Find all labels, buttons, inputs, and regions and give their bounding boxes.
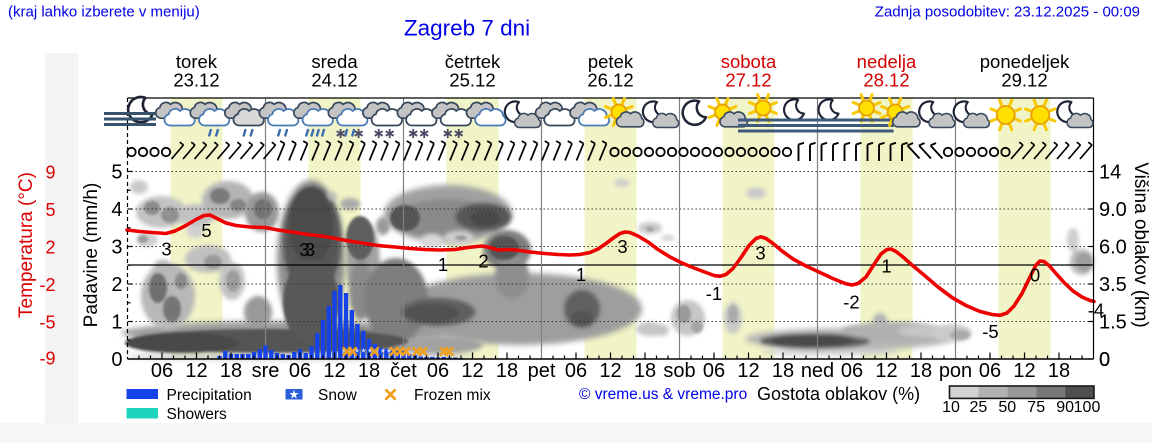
svg-text:25: 25 xyxy=(970,399,988,416)
svg-text:90: 90 xyxy=(1056,399,1074,416)
svg-text:*: * xyxy=(368,347,373,359)
svg-text:29.12: 29.12 xyxy=(1001,70,1047,91)
svg-text:-5: -5 xyxy=(982,321,998,342)
svg-text:23.12: 23.12 xyxy=(173,70,219,91)
svg-text:2: 2 xyxy=(45,238,55,258)
svg-text:© vreme.us & vreme.pro: © vreme.us & vreme.pro xyxy=(579,386,747,403)
svg-text:5: 5 xyxy=(45,200,55,220)
svg-text:četrtek: četrtek xyxy=(445,51,501,72)
svg-text:-5: -5 xyxy=(39,313,55,333)
svg-text:1: 1 xyxy=(111,312,122,334)
svg-text:06: 06 xyxy=(979,360,1001,382)
svg-text:1.5: 1.5 xyxy=(1099,312,1127,334)
svg-text:14: 14 xyxy=(1099,162,1121,184)
svg-text:3: 3 xyxy=(305,239,315,260)
svg-text:06: 06 xyxy=(841,360,863,382)
svg-text:3: 3 xyxy=(161,239,171,260)
svg-text:(kraj lahko izberete v meniju): (kraj lahko izberete v meniju) xyxy=(8,4,200,21)
svg-text:pet: pet xyxy=(528,360,556,382)
svg-text:sreda: sreda xyxy=(311,51,358,72)
svg-text:3: 3 xyxy=(755,243,765,264)
svg-text:06: 06 xyxy=(289,360,311,382)
svg-text:Padavine (mm/h): Padavine (mm/h) xyxy=(81,183,102,328)
svg-text:0: 0 xyxy=(1030,265,1040,286)
svg-text:*: * xyxy=(381,347,386,359)
svg-text:*: * xyxy=(355,347,360,359)
svg-text:27.12: 27.12 xyxy=(725,70,771,91)
svg-text:24.12: 24.12 xyxy=(311,70,357,91)
svg-text:sobota: sobota xyxy=(721,51,777,72)
svg-text:06: 06 xyxy=(703,360,725,382)
svg-text:0: 0 xyxy=(1099,349,1110,371)
svg-text:-1: -1 xyxy=(706,283,722,304)
svg-text:Frozen mix: Frozen mix xyxy=(414,387,491,404)
svg-text:06: 06 xyxy=(565,360,587,382)
svg-text:75: 75 xyxy=(1027,399,1045,416)
svg-text:-2: -2 xyxy=(39,275,55,295)
svg-text:100: 100 xyxy=(1074,399,1101,416)
svg-text:*: * xyxy=(387,347,392,359)
svg-text:0: 0 xyxy=(111,349,122,371)
svg-text:12: 12 xyxy=(599,360,621,382)
svg-text:Višina oblakov (km): Višina oblakov (km) xyxy=(1130,162,1151,327)
svg-text:12: 12 xyxy=(185,360,207,382)
svg-text:9: 9 xyxy=(45,163,55,183)
svg-text:čet: čet xyxy=(390,360,417,382)
svg-text:*: * xyxy=(361,347,366,359)
svg-text:12: 12 xyxy=(875,360,897,382)
svg-text:1: 1 xyxy=(576,264,586,285)
svg-text:2: 2 xyxy=(111,274,122,296)
svg-text:4: 4 xyxy=(111,199,122,221)
svg-text:Snow: Snow xyxy=(318,387,358,404)
svg-text:0: 0 xyxy=(1099,349,1110,371)
svg-text:pon: pon xyxy=(939,360,972,382)
svg-text:nedelja: nedelja xyxy=(857,51,917,72)
svg-text:3: 3 xyxy=(299,239,309,260)
svg-text:18: 18 xyxy=(220,360,242,382)
svg-text:Precipitation: Precipitation xyxy=(167,387,252,404)
svg-text:9.0: 9.0 xyxy=(1099,199,1127,221)
svg-text:1: 1 xyxy=(438,254,448,275)
svg-text:Showers: Showers xyxy=(167,406,228,423)
svg-text:25.12: 25.12 xyxy=(449,70,495,91)
svg-text:18: 18 xyxy=(496,360,518,382)
svg-text:50: 50 xyxy=(998,399,1016,416)
svg-text:06: 06 xyxy=(151,360,173,382)
svg-text:Zadnja posodobitev: 23.12.2025: Zadnja posodobitev: 23.12.2025 - 00:09 xyxy=(875,4,1140,21)
svg-text:sre: sre xyxy=(252,360,280,382)
svg-text:★: ★ xyxy=(289,388,300,402)
svg-text:Gostota oblakov (%): Gostota oblakov (%) xyxy=(757,384,920,404)
svg-text:3.5: 3.5 xyxy=(1099,274,1127,296)
svg-text:torek: torek xyxy=(176,51,218,72)
svg-text:5: 5 xyxy=(201,220,211,241)
svg-text:Temperatura (°C): Temperatura (°C) xyxy=(16,172,37,318)
svg-text:28.12: 28.12 xyxy=(863,70,909,91)
svg-text:18: 18 xyxy=(910,360,932,382)
svg-text:18: 18 xyxy=(634,360,656,382)
svg-text:-4: -4 xyxy=(1088,300,1104,321)
svg-text:-9: -9 xyxy=(39,349,55,369)
svg-text:26.12: 26.12 xyxy=(587,70,633,91)
svg-text:Zagreb 7 dni: Zagreb 7 dni xyxy=(404,16,530,41)
svg-text:18: 18 xyxy=(358,360,380,382)
svg-text:2: 2 xyxy=(478,251,488,272)
svg-text:12: 12 xyxy=(737,360,759,382)
svg-text:ned: ned xyxy=(801,360,834,382)
svg-text:3: 3 xyxy=(617,236,627,257)
svg-text:10: 10 xyxy=(942,399,960,416)
svg-text:5: 5 xyxy=(111,162,122,184)
svg-text:18: 18 xyxy=(1048,360,1070,382)
svg-text:3: 3 xyxy=(111,237,122,259)
svg-text:18: 18 xyxy=(772,360,794,382)
svg-text:ponedeljek: ponedeljek xyxy=(980,51,1070,72)
svg-text:1: 1 xyxy=(881,256,891,277)
svg-text:06: 06 xyxy=(427,360,449,382)
svg-text:-2: -2 xyxy=(843,292,859,313)
svg-text:12: 12 xyxy=(323,360,345,382)
svg-text:6.0: 6.0 xyxy=(1099,237,1127,259)
svg-text:sob: sob xyxy=(663,360,695,382)
svg-text:petek: petek xyxy=(588,51,634,72)
svg-text:12: 12 xyxy=(1013,360,1035,382)
svg-text:12: 12 xyxy=(461,360,483,382)
